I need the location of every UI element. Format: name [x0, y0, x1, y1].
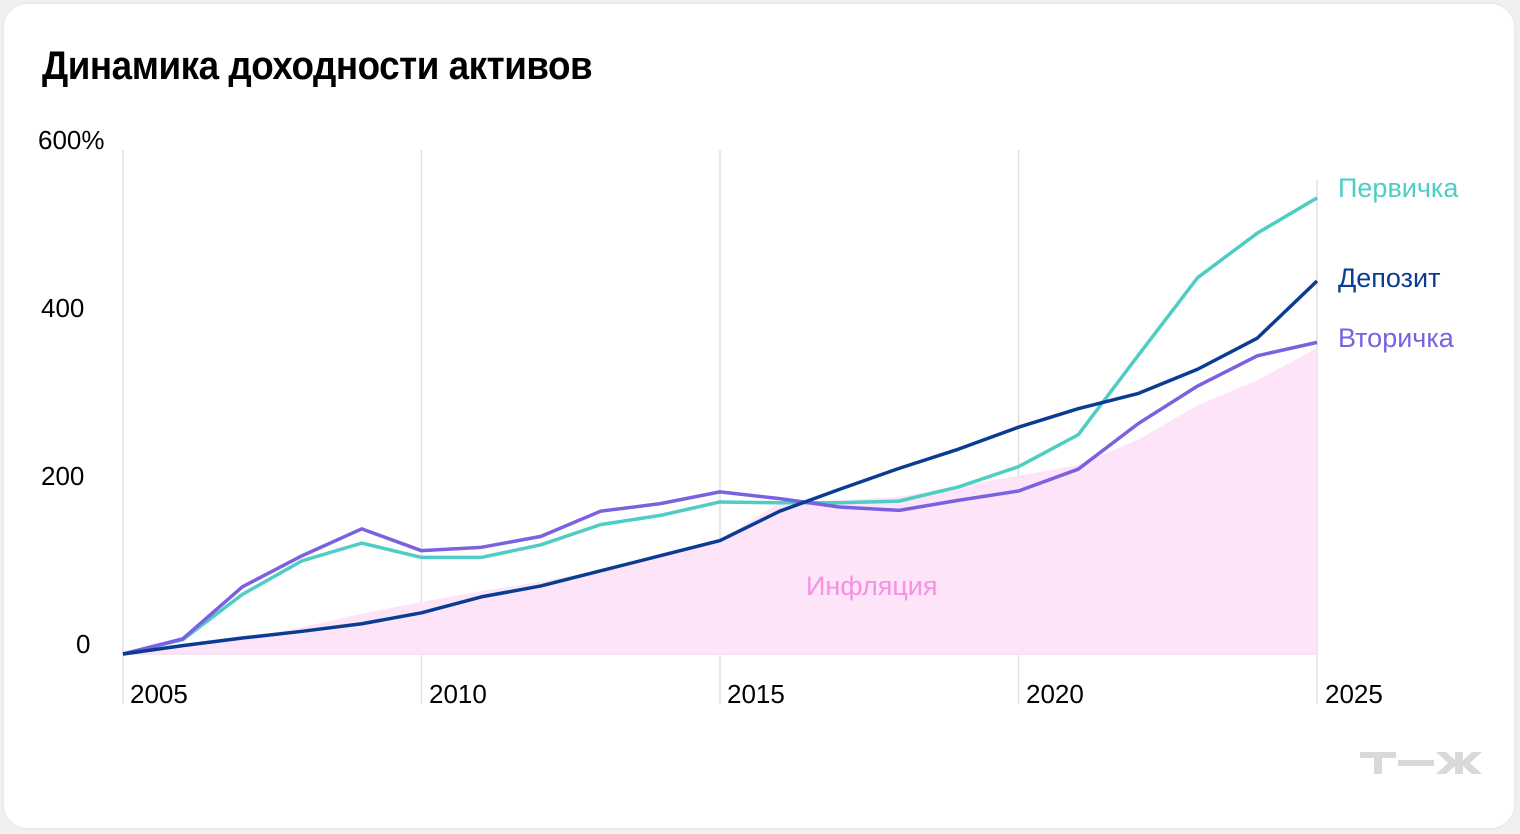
y-tick-400: 400 [41, 293, 84, 323]
deposit-line [122, 279, 1319, 656]
primary-line [122, 196, 1318, 656]
series-label-deposit: Депозит [1338, 263, 1440, 293]
series-label-secondary: Вторичка [1338, 323, 1455, 353]
x-tick-2010: 2010 [429, 679, 487, 709]
inflation-area [123, 348, 1317, 654]
secondary-line [122, 340, 1318, 656]
y-axis-labels: 600% 400 200 0 [38, 125, 105, 659]
x-axis-labels: 2005 2010 2015 2020 2025 [130, 679, 1383, 709]
series-lines [122, 196, 1319, 656]
x-tick-2025: 2025 [1325, 679, 1383, 709]
x-tick-2020: 2020 [1026, 679, 1084, 709]
y-tick-0: 0 [76, 629, 90, 659]
x-tick-2005: 2005 [130, 679, 188, 709]
series-label-primary: Первичка [1338, 173, 1459, 203]
series-label-inflation: Инфляция [806, 571, 937, 601]
x-tick-2015: 2015 [727, 679, 785, 709]
y-tick-600: 600% [38, 125, 105, 155]
tzh-logo-icon [1360, 752, 1482, 774]
y-tick-200: 200 [41, 461, 84, 491]
chart-title: Динамика доходности активов [42, 44, 593, 88]
